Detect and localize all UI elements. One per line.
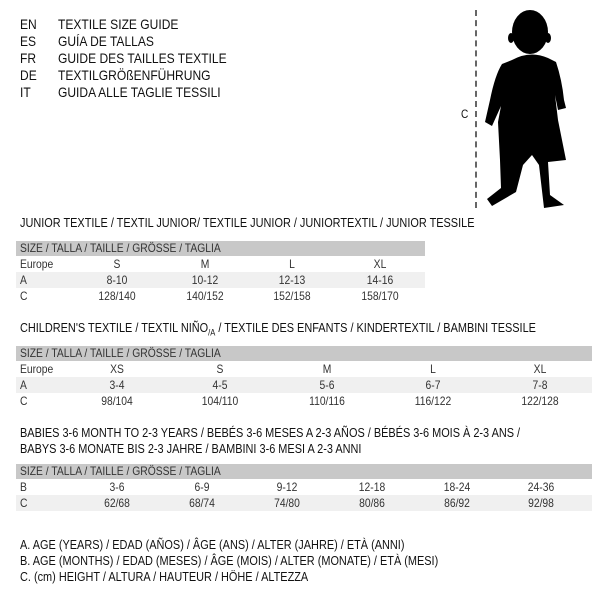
babies-size-table: SIZE / TALLA / TAILLE / GRÖSSE / TAGLIA … bbox=[16, 464, 592, 511]
legend-item-b: B. AGE (MONTHS) / EDAD (MESES) / ÂGE (MO… bbox=[20, 553, 439, 568]
lang-title: GUÍA DE TALLAS bbox=[58, 33, 154, 49]
table-header: SIZE / TALLA / TAILLE / GRÖSSE / TAGLIA bbox=[16, 464, 592, 479]
babies-section-title-line2: BABYS 3-6 MONATE BIS 2-3 JAHRE / BAMBINI… bbox=[20, 441, 362, 456]
table-row: C 62/68 68/74 74/80 80/86 86/92 92/98 bbox=[16, 495, 592, 511]
children-section-title: CHILDREN'S TEXTILE / TEXTIL NIÑO/A / TEX… bbox=[20, 320, 536, 338]
table-header: SIZE / TALLA / TAILLE / GRÖSSE / TAGLIA bbox=[16, 346, 592, 361]
table-row: C 98/104 104/110 110/116 116/122 122/128 bbox=[20, 394, 559, 408]
lang-code: IT bbox=[20, 84, 31, 100]
babies-section-title: BABIES 3-6 MONTH TO 2-3 YEARS / BEBÉS 3-… bbox=[20, 425, 521, 440]
lang-title: GUIDA ALLE TAGLIE TESSILI bbox=[58, 84, 221, 100]
lang-title: TEXTILGRÖßENFÜHRUNG bbox=[58, 67, 211, 83]
table-header: SIZE / TALLA / TAILLE / GRÖSSE / TAGLIA bbox=[16, 241, 425, 256]
junior-section-title: JUNIOR TEXTILE / TEXTIL JUNIOR/ TEXTILE … bbox=[20, 215, 475, 230]
legend-item-a: A. AGE (YEARS) / EDAD (AÑOS) / ÂGE (ANS)… bbox=[20, 537, 405, 552]
lang-code: EN bbox=[20, 16, 37, 32]
lang-code: FR bbox=[20, 50, 37, 66]
table-row: A 8-10 10-12 12-13 14-16 bbox=[16, 272, 425, 288]
table-row: A 3-4 4-5 5-6 6-7 7-8 bbox=[16, 377, 592, 393]
table-row: C 128/140 140/152 152/158 158/170 bbox=[20, 289, 399, 303]
lang-code: ES bbox=[20, 33, 37, 49]
baby-silhouette-icon bbox=[485, 10, 566, 208]
junior-size-table: SIZE / TALLA / TAILLE / GRÖSSE / TAGLIA … bbox=[16, 241, 425, 304]
lang-title: TEXTILE SIZE GUIDE bbox=[58, 16, 179, 32]
legend-item-c: C. (cm) HEIGHT / ALTURA / HAUTEUR / HÖHE… bbox=[20, 569, 309, 584]
table-row: Europe S M L XL bbox=[20, 257, 387, 271]
lang-title: GUIDE DES TAILLES TEXTILE bbox=[58, 50, 227, 66]
lang-code: DE bbox=[20, 67, 37, 83]
table-row: Europe XS S M L XL bbox=[20, 362, 547, 376]
height-measure-line bbox=[475, 10, 477, 208]
children-size-table: SIZE / TALLA / TAILLE / GRÖSSE / TAGLIA … bbox=[16, 346, 592, 409]
table-row: B 3-6 6-9 9-12 12-18 18-24 24-36 bbox=[20, 480, 555, 494]
height-measure-label: C bbox=[461, 107, 469, 121]
